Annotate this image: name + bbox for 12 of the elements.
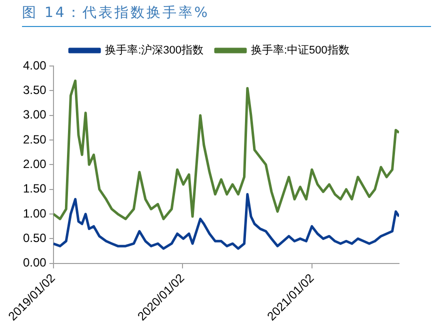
y-tick-label: 3.00 xyxy=(22,108,47,122)
y-tick-label: 3.50 xyxy=(22,82,47,97)
chart-title: 图 14：代表指数换手率% xyxy=(22,0,431,27)
y-tick-label: 1.50 xyxy=(22,182,47,196)
y-tick-label: 1.00 xyxy=(22,206,47,220)
y-tick-label: 0.50 xyxy=(22,230,47,245)
legend-label: 换手率:沪深300指数 xyxy=(105,44,204,57)
y-tick-label: 0.00 xyxy=(22,256,47,270)
y-tick-label: 4.00 xyxy=(22,58,47,72)
legend-label: 换手率:中证500指数 xyxy=(251,44,350,57)
y-tick-label: 2.00 xyxy=(22,156,47,171)
y-tick-label: 2.50 xyxy=(22,132,47,146)
